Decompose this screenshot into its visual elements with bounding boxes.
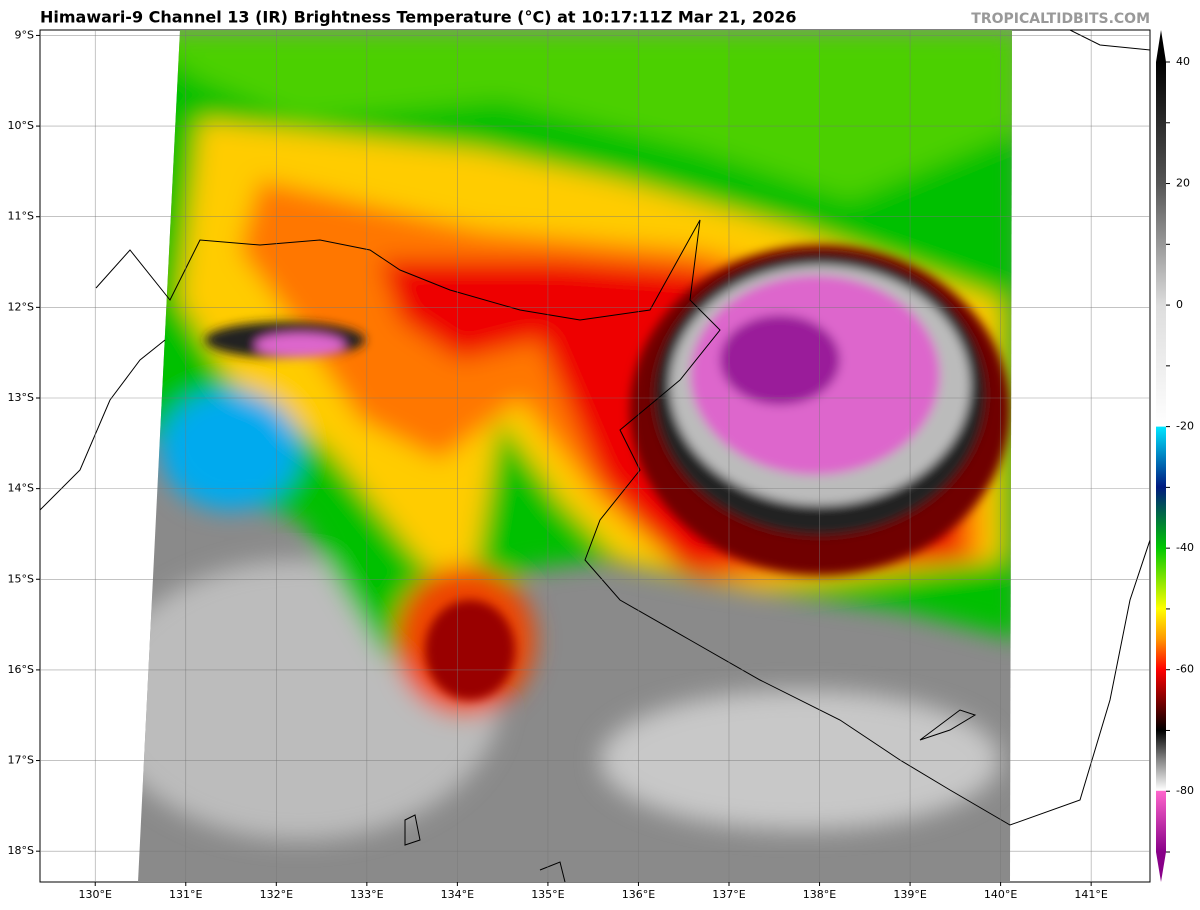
colorbar-tick-label: -40 <box>1176 541 1194 554</box>
y-tick-label: 17°S <box>8 754 34 767</box>
y-tick-label: 16°S <box>8 663 34 676</box>
colorbar-tick-label: 20 <box>1176 177 1190 190</box>
x-tick-label: 136°E <box>622 888 655 901</box>
storm-core <box>205 245 1010 700</box>
colorbar-tick-label: -20 <box>1176 420 1194 433</box>
graticule <box>40 30 1150 882</box>
x-tick-label: 131°E <box>169 888 202 901</box>
x-tick-label: 130°E <box>79 888 112 901</box>
y-tick-label: 9°S <box>15 28 34 41</box>
x-tick-label: 135°E <box>531 888 564 901</box>
y-tick-label: 11°S <box>8 210 34 223</box>
y-tick-label: 18°S <box>8 844 34 857</box>
x-tick-label: 140°E <box>984 888 1017 901</box>
colorbar-ticks: 40 20 0 -20 -40 -60 -80 <box>1166 55 1194 853</box>
x-tick-label: 132°E <box>260 888 293 901</box>
coastline <box>40 30 1150 882</box>
x-tick-label: 133°E <box>350 888 383 901</box>
colorbar-tick-label: -80 <box>1176 784 1194 797</box>
x-tick-label: 139°E <box>893 888 926 901</box>
watermark: TROPICALTIDBITS.COM <box>971 11 1150 27</box>
axis-labels: 130°E 131°E 132°E 133°E 134°E 135°E 136°E 137°E… <box>8 28 1108 901</box>
colorbar-tick-label: -60 <box>1176 663 1194 676</box>
y-tick-label: 14°S <box>8 482 34 495</box>
y-tick-label: 10°S <box>8 119 34 132</box>
y-tick-label: 15°S <box>8 572 34 585</box>
x-tick-label: 141°E <box>1074 888 1107 901</box>
colorbar <box>1156 62 1166 852</box>
x-tick-label: 137°E <box>712 888 745 901</box>
y-tick-label: 13°S <box>8 391 34 404</box>
colorbar-tick-label: 0 <box>1176 298 1183 311</box>
satellite-imagery <box>138 30 1012 882</box>
y-tick-label: 12°S <box>8 300 34 313</box>
x-tick-label: 134°E <box>441 888 474 901</box>
colorbar-extend-bottom <box>1156 852 1166 882</box>
colorbar-tick-label: 40 <box>1176 55 1190 68</box>
colorbar-extend-top <box>1156 30 1166 62</box>
x-tick-label: 138°E <box>803 888 836 901</box>
title: Himawari-9 Channel 13 (IR) Brightness Te… <box>40 8 796 27</box>
